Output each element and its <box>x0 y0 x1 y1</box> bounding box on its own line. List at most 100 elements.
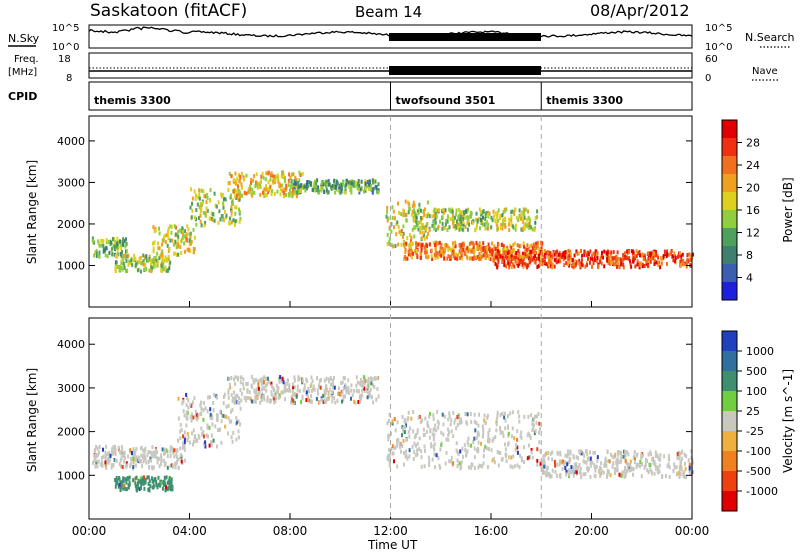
range-cell <box>465 254 468 259</box>
range-cell <box>517 263 520 268</box>
range-cell <box>511 426 514 431</box>
range-cell <box>195 417 198 422</box>
range-cell <box>420 246 423 251</box>
range-cell <box>442 225 445 230</box>
range-cell <box>460 210 463 215</box>
range-cell <box>124 237 127 242</box>
range-cell <box>491 439 494 443</box>
range-cell <box>523 216 526 220</box>
range-cell <box>472 249 475 253</box>
range-cell <box>678 251 681 256</box>
range-cell <box>177 244 180 249</box>
range-cell <box>505 247 508 252</box>
range-cell <box>177 457 180 462</box>
range-cell <box>477 440 480 445</box>
colorbar-segment <box>722 120 737 139</box>
range-cell <box>589 460 592 465</box>
range-cell <box>672 469 675 473</box>
range-cell <box>507 431 510 436</box>
range-cell <box>222 395 225 399</box>
range-cell <box>116 260 118 265</box>
range-cell <box>390 229 393 234</box>
range-cell <box>673 259 676 264</box>
range-cell <box>484 249 487 254</box>
range-cell <box>510 223 513 228</box>
range-cell <box>176 448 179 453</box>
range-cell <box>237 419 240 424</box>
range-cell <box>416 452 419 457</box>
range-cell <box>487 222 490 227</box>
range-cell <box>164 268 167 273</box>
range-cell <box>147 481 150 486</box>
range-cell <box>462 210 465 215</box>
range-cell <box>634 264 637 269</box>
range-cell <box>350 190 353 195</box>
range-cell <box>234 219 237 224</box>
range-cell <box>138 260 141 265</box>
range-cell <box>156 450 159 455</box>
colorbar-segment <box>722 282 737 301</box>
range-cell <box>466 440 469 445</box>
mode-boundaries <box>390 116 542 519</box>
range-cell <box>303 383 306 388</box>
range-cell <box>431 432 434 437</box>
range-cell <box>227 181 230 186</box>
range-cell <box>454 240 457 245</box>
range-cell <box>238 207 240 212</box>
date-title: 08/Apr/2012 <box>590 1 690 20</box>
range-cell <box>497 254 500 259</box>
range-cell <box>361 388 364 393</box>
range-cell <box>508 262 511 267</box>
range-cell <box>376 376 379 381</box>
range-cell <box>643 264 646 268</box>
range-cell <box>270 384 273 389</box>
range-cell <box>334 185 337 190</box>
range-cell <box>151 485 154 490</box>
range-cell <box>396 438 398 443</box>
range-cell <box>331 378 334 383</box>
range-cell <box>565 469 568 474</box>
range-cell <box>512 243 515 248</box>
range-cell <box>525 217 528 222</box>
range-cell <box>559 452 562 457</box>
range-cell <box>557 252 560 257</box>
range-cell <box>622 265 625 270</box>
range-cell <box>353 180 356 185</box>
range-cell <box>495 422 498 427</box>
range-cell <box>292 191 295 196</box>
range-cell <box>147 475 150 480</box>
range-cell <box>617 452 620 457</box>
range-cell <box>412 410 415 414</box>
range-cell <box>364 379 367 384</box>
range-cell <box>424 416 427 421</box>
range-cell <box>589 463 592 468</box>
range-cell <box>182 434 185 439</box>
range-cell <box>289 188 291 193</box>
range-cell <box>415 453 418 458</box>
range-cell <box>275 389 278 394</box>
range-cell <box>240 171 243 176</box>
range-cell <box>157 475 160 480</box>
range-cell <box>126 463 129 468</box>
range-cell <box>109 239 112 244</box>
range-cell <box>508 228 511 233</box>
range-cell <box>329 376 332 381</box>
range-cell <box>171 238 174 243</box>
range-cell <box>138 487 141 492</box>
range-cell <box>150 269 153 274</box>
range-cell <box>517 410 520 414</box>
range-cell <box>440 242 443 247</box>
range-cell <box>167 486 170 491</box>
range-cell <box>614 258 617 263</box>
range-cell <box>235 194 238 198</box>
range-cell <box>235 416 238 421</box>
range-cell <box>559 252 562 257</box>
range-cell <box>385 214 388 219</box>
range-cell <box>98 254 101 259</box>
range-cell <box>645 259 648 264</box>
range-cell <box>430 248 433 253</box>
range-cell <box>298 170 301 175</box>
range-cell <box>444 226 447 231</box>
range-cell <box>486 415 489 420</box>
range-cell <box>157 482 160 487</box>
